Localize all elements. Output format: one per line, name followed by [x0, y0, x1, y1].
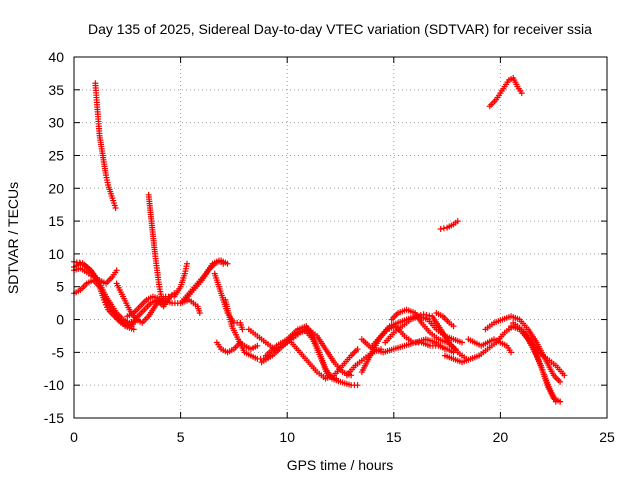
data-point-marker	[112, 204, 119, 211]
chart-title: Day 135 of 2025, Sidereal Day-to-day VTE…	[88, 21, 592, 37]
series-arc-14	[222, 296, 274, 362]
series-arc-24	[358, 336, 448, 356]
data-point-marker	[518, 90, 525, 97]
y-tick-label: -10	[44, 377, 64, 393]
data-point-marker	[454, 218, 461, 225]
data-point-marker	[557, 378, 564, 385]
y-tick-label: 40	[48, 49, 64, 65]
y-tick-label: 20	[48, 180, 64, 196]
data-point-marker	[452, 346, 459, 353]
data-point-marker	[354, 346, 361, 353]
x-tick-labels: 0 5 10 15 20 25	[70, 429, 615, 445]
data-point-marker	[426, 312, 433, 319]
data-point-marker	[183, 260, 190, 267]
series-arc-27	[437, 218, 461, 232]
data-point-marker	[113, 267, 120, 274]
data-point-marker	[459, 339, 466, 346]
y-axis-label: SDTVAR / TECUs	[5, 182, 21, 294]
x-tick-label: 15	[386, 429, 402, 445]
data-point-marker	[508, 349, 515, 356]
x-tick-label: 0	[70, 429, 78, 445]
y-tick-label: -15	[44, 410, 64, 426]
plot-frame	[73, 56, 608, 419]
series-arc-22	[382, 313, 466, 346]
series-arc-4	[71, 258, 137, 333]
y-tick-label: 10	[48, 246, 64, 262]
data-point-marker	[160, 300, 167, 307]
x-tick-label: 25	[599, 429, 615, 445]
series-arc-9	[145, 191, 167, 307]
y-tick-label: 30	[48, 115, 64, 131]
x-axis-label: GPS time / hours	[287, 457, 394, 473]
data-point-marker	[354, 382, 361, 389]
x-tick-label: 10	[279, 429, 295, 445]
y-tick-label: 35	[48, 82, 64, 98]
y-tick-label: 5	[56, 279, 64, 295]
series-arc-25	[433, 309, 457, 330]
data-point-marker	[423, 311, 430, 318]
grid-lines	[74, 57, 607, 418]
series-arc-5	[92, 80, 119, 211]
data-point-marker	[450, 323, 457, 330]
series-arc-33	[510, 319, 568, 379]
y-tick-label: 0	[56, 312, 64, 328]
y-tick-labels: -15 -10 -5 0 5 10 15 20 25 30 35 40	[44, 49, 64, 426]
series-arc-29	[465, 336, 515, 356]
y-tick-label: 15	[48, 213, 64, 229]
series-arc-11	[181, 257, 231, 303]
y-tick-label: -5	[52, 344, 65, 360]
data-point-marker	[224, 260, 231, 267]
series-arc-23	[388, 306, 459, 353]
x-tick-label: 5	[177, 429, 185, 445]
data-series	[71, 75, 568, 405]
series-arc-8	[122, 290, 178, 330]
x-tick-label: 20	[493, 429, 509, 445]
series-arc-28	[486, 75, 525, 110]
axis-ticks	[73, 56, 608, 419]
data-point-marker	[254, 342, 261, 349]
series-arc-32	[520, 329, 564, 405]
data-point-marker	[437, 225, 444, 232]
data-point-marker	[441, 346, 448, 353]
data-point-marker	[130, 326, 137, 333]
series-arc-18	[288, 339, 361, 382]
data-point-marker	[333, 375, 340, 382]
data-point-marker	[440, 225, 447, 232]
data-point-marker	[196, 309, 203, 316]
data-point-marker	[557, 398, 564, 405]
y-tick-label: 25	[48, 147, 64, 163]
data-point-marker	[561, 372, 568, 379]
data-point-marker	[239, 326, 246, 333]
data-point-marker	[171, 290, 178, 297]
